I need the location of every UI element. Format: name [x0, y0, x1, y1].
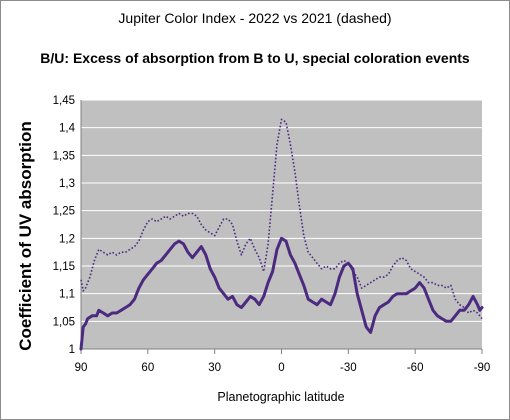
- y-tick-label: 1,45: [53, 95, 75, 107]
- axes: [80, 100, 483, 354]
- x-tick-label: 90: [75, 362, 88, 374]
- x-tick-label: -60: [407, 362, 424, 374]
- x-tick-label: 60: [141, 362, 154, 374]
- y-tick-label: 1,15: [53, 261, 75, 273]
- x-axis-label: Planetographic latitude: [217, 390, 344, 404]
- series-2022-line: [79, 236, 484, 351]
- y-tick-label: 1,1: [59, 289, 75, 301]
- y-tick-label: 1: [69, 344, 75, 356]
- gridlines: [81, 99, 482, 322]
- y-tick-label: 1,25: [53, 206, 75, 218]
- y-tick-label: 1,4: [59, 123, 76, 135]
- x-tick-label: 0: [278, 362, 284, 374]
- plot-area: [81, 100, 482, 349]
- x-tick-label: -30: [340, 362, 357, 374]
- series-layer: [79, 118, 484, 351]
- y-tick-label: 1,05: [53, 316, 75, 328]
- x-tick-label: 30: [208, 362, 221, 374]
- y-axis-label: Coefficient of UV absorption: [16, 121, 35, 351]
- chart-subtitle: B/U: Excess of absorption from B to U, s…: [40, 50, 470, 66]
- y-tick-labels: 1 1,05 1,1 1,15 1,2 1,25 1,3 1,35 1,4 1,45: [53, 95, 76, 356]
- y-tick-label: 1,2: [59, 233, 75, 245]
- y-tick-label: 1,3: [59, 178, 75, 190]
- series-2021-dashed-line: [80, 118, 483, 320]
- x-tick-label: -90: [474, 362, 491, 374]
- y-tick-label: 1,35: [53, 150, 75, 162]
- x-tick-labels: 90 60 30 0 -30 -60 -90: [75, 362, 491, 374]
- chart-title: Jupiter Color Index - 2022 vs 2021 (dash…: [118, 10, 391, 26]
